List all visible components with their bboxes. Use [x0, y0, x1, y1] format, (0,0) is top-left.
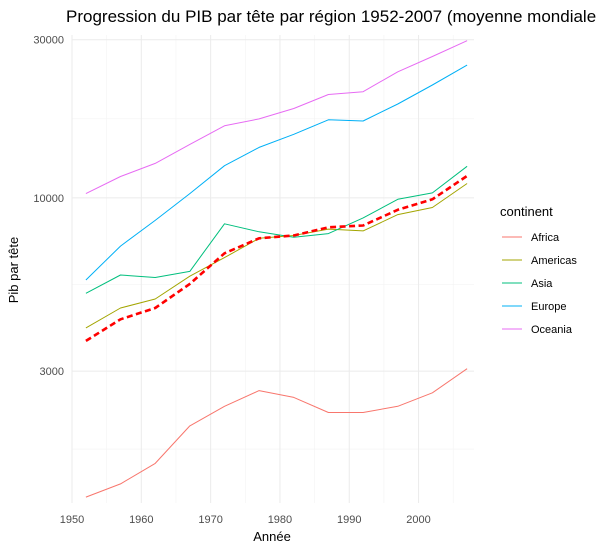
y-axis: 3000 10000 30000 — [33, 35, 64, 378]
plot-area — [71, 35, 474, 503]
legend-title: continent — [500, 204, 553, 219]
legend: continent Africa Americas Asia Europe Oceani… — [500, 204, 577, 336]
legend-label-africa: Africa — [531, 232, 560, 244]
x-tick-label: 1990 — [337, 514, 361, 526]
series-line-africa — [85, 368, 468, 498]
x-tick-label: 1980 — [268, 514, 292, 526]
series-line-americas — [85, 183, 468, 329]
x-tick-label: 2000 — [406, 514, 430, 526]
y-tick-label: 30000 — [33, 35, 64, 47]
legend-label-oceania: Oceania — [531, 324, 573, 336]
chart-title: Progression du PIB par tête par région 1… — [66, 7, 598, 26]
x-tick-label: 1950 — [60, 514, 84, 526]
legend-label-americas: Americas — [531, 255, 577, 267]
x-axis-title: Année — [253, 529, 291, 544]
y-tick-label: 10000 — [33, 193, 64, 205]
legend-label-asia: Asia — [531, 278, 553, 290]
series-line-europe — [85, 64, 468, 281]
x-tick-label: 1970 — [198, 514, 222, 526]
y-tick-label: 3000 — [40, 366, 64, 378]
x-axis: 1950 1960 1970 1980 1990 2000 — [60, 514, 431, 526]
legend-label-europe: Europe — [531, 301, 566, 313]
series-line-oceania — [85, 40, 468, 195]
series-line-world-average — [85, 174, 468, 343]
y-axis-title: Pib par tête — [6, 237, 21, 304]
x-tick-label: 1960 — [129, 514, 153, 526]
series-line-asia — [85, 165, 468, 294]
